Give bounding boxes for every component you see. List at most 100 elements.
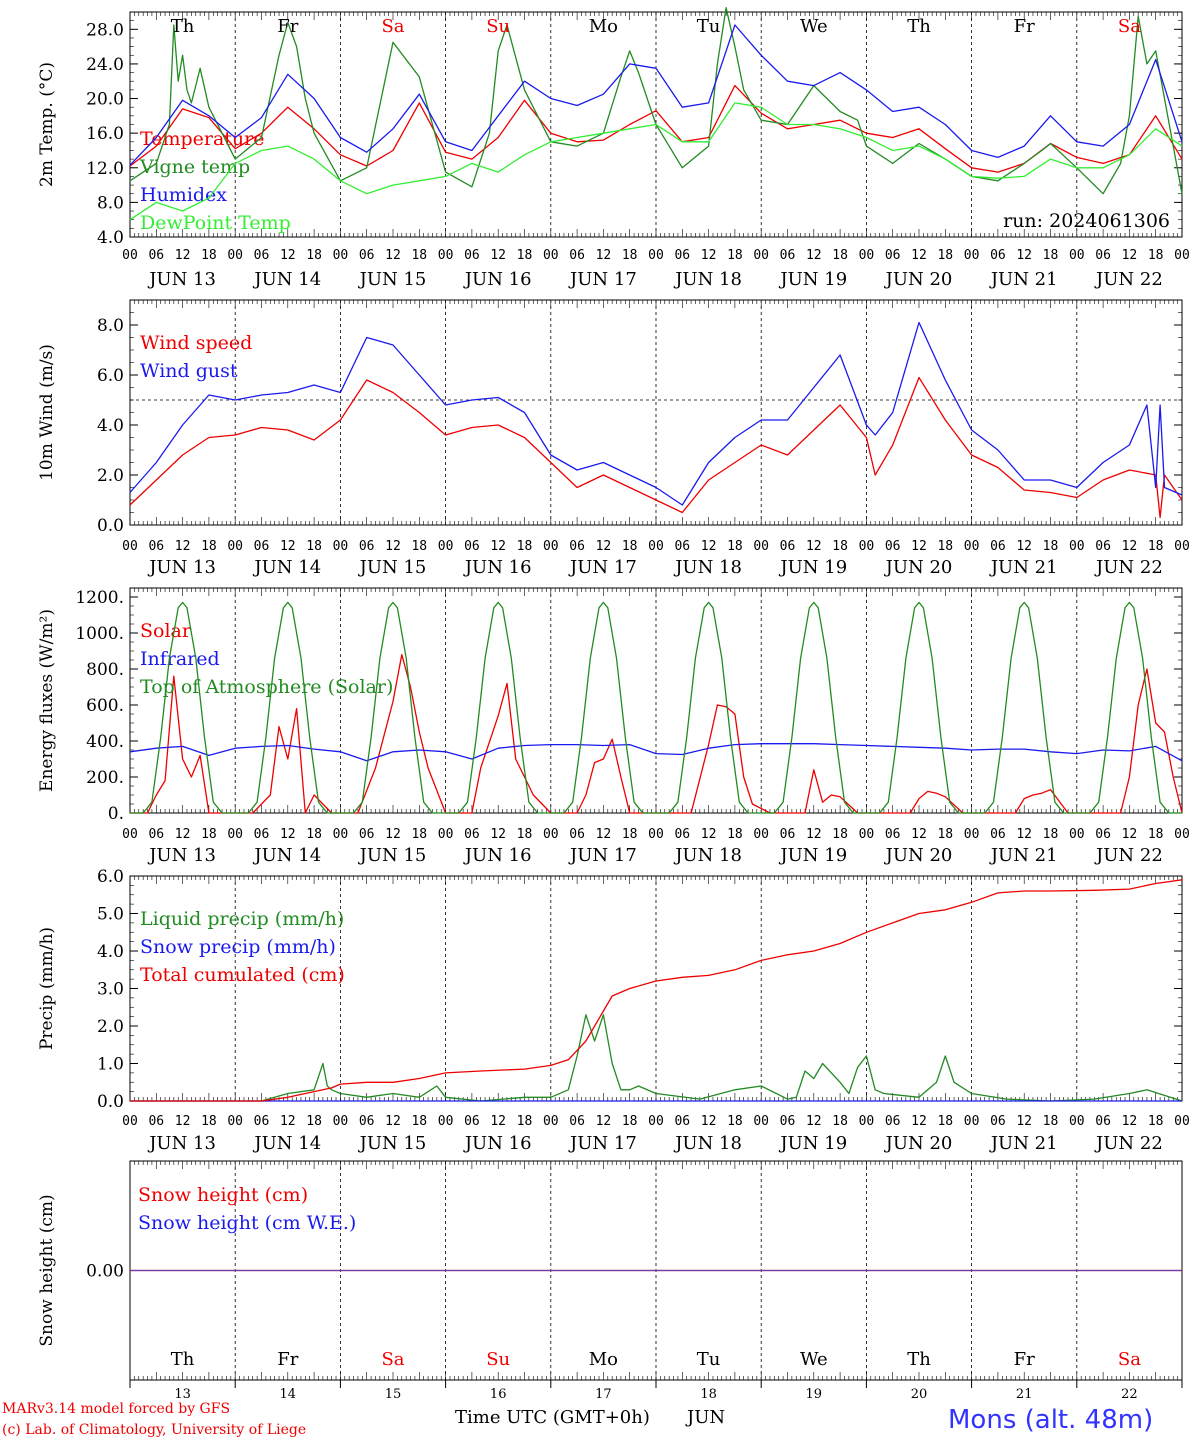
y-tick-label: 800. [86,660,124,680]
hour-label: 00 [438,1114,454,1129]
hour-label: 18 [201,827,217,842]
day-number: 13 [174,1387,191,1402]
weekday-label: Sa [381,16,404,37]
hour-label: 18 [306,827,322,842]
series-line-top-of-atmosphere-solar- [130,601,1182,814]
hour-label: 18 [727,248,743,263]
hour-label: 12 [806,539,822,554]
y-tick-label: 0.0 [97,1092,124,1112]
hour-label: 00 [122,248,138,263]
y-tick-label: 200. [86,768,124,788]
day-number: 20 [911,1387,928,1402]
hour-label: 18 [517,539,533,554]
hour-label: 12 [1122,1114,1138,1129]
plot-frame [129,587,1183,814]
hour-label: 12 [1122,248,1138,263]
date-label: JUN 13 [147,1133,216,1154]
hour-label: 18 [937,248,953,263]
series-line-liquid-precip-mm-h- [130,1014,1183,1102]
y-tick-label: 8.0 [97,316,124,336]
hour-label: 00 [859,539,875,554]
hour-label: 18 [727,1114,743,1129]
hour-label: 00 [122,1114,138,1129]
day-number: 14 [280,1387,297,1402]
hour-label: 06 [464,248,480,263]
panel-2: 0.0 2.0 4.0 6.0 8.0 10m Wind (m/s) Wind speed W… [37,299,1190,578]
hour-label: 00 [227,827,243,842]
date-label: JUN 17 [568,269,637,290]
hour-label: 12 [280,827,296,842]
hour-label: 18 [727,827,743,842]
legend-entry: Solar [140,620,192,642]
weekday-label: Mo [589,1349,618,1370]
legend-entry: Wind gust [140,360,238,382]
date-label: JUN 18 [673,269,742,290]
date-label: JUN 14 [252,269,321,290]
hour-label: 12 [911,248,927,263]
hour-label: 18 [832,248,848,263]
hour-label: 00 [122,539,138,554]
hour-label: 00 [648,248,664,263]
hour-label: 12 [490,539,506,554]
y-tick-label: 16.0 [86,124,124,144]
y-tick-label: 24.0 [86,55,124,75]
hour-label: 06 [359,1114,375,1129]
date-label: JUN 16 [463,845,532,866]
hour-label: 06 [148,827,164,842]
weekday-label: Th [171,16,195,37]
legend-entry: Temperature [140,128,264,150]
y-tick-label: 6.0 [97,366,124,386]
hour-label: 12 [806,248,822,263]
hour-label: 06 [780,539,796,554]
hour-label: 06 [1095,248,1111,263]
date-label: JUN 17 [568,1133,637,1154]
hour-label: 18 [201,539,217,554]
hour-label: 18 [517,248,533,263]
x-axis-label: Time UTC (GMT+0h) [455,1407,650,1428]
hour-label: 06 [359,827,375,842]
y-tick-label: 8.0 [97,193,124,213]
hour-label: 12 [596,248,612,263]
weekday-label: Su [486,16,510,37]
legend-entry: Wind speed [140,332,252,354]
date-label: JUN 22 [1094,1133,1163,1154]
date-label: JUN 16 [463,557,532,578]
hour-label: 12 [490,827,506,842]
hour-label: 18 [832,1114,848,1129]
hour-label: 06 [359,539,375,554]
date-label: JUN 21 [989,845,1058,866]
date-label: JUN 13 [147,557,216,578]
date-label: JUN 16 [463,269,532,290]
series-line-vigne-temp [129,7,1183,195]
legend-entry: Infrared [140,648,220,670]
hour-label: 18 [937,539,953,554]
hour-label: 00 [753,539,769,554]
hour-label: 00 [1174,539,1190,554]
y-tick-label: 6.0 [97,867,124,887]
legend-entry: Snow height (cm W.E.) [138,1212,356,1234]
hour-label: 12 [701,1114,717,1129]
hour-label: 06 [990,827,1006,842]
date-label: JUN 14 [252,1133,321,1154]
weekday-label: Tu [697,16,721,37]
hour-label: 12 [911,827,927,842]
date-label: JUN 21 [989,557,1058,578]
hour-label: 06 [569,1114,585,1129]
hour-label: 18 [937,1114,953,1129]
hour-label: 00 [122,827,138,842]
y-axis-label: Energy fluxes (W/m²) [37,609,57,792]
hour-label: 18 [622,827,638,842]
date-label: JUN 22 [1094,845,1163,866]
y-tick-label: 20.0 [86,90,124,110]
hour-label: 06 [569,827,585,842]
date-label: JUN 14 [252,845,321,866]
y-tick-label: 4.0 [97,942,124,962]
legend-entry: Liquid precip (mm/h) [140,908,344,930]
hour-label: 18 [1148,1114,1164,1129]
hour-label: 06 [569,248,585,263]
hour-label: 06 [254,539,270,554]
hour-label: 18 [517,827,533,842]
day-number: 19 [806,1387,823,1402]
y-tick-label: 4.0 [97,416,124,436]
